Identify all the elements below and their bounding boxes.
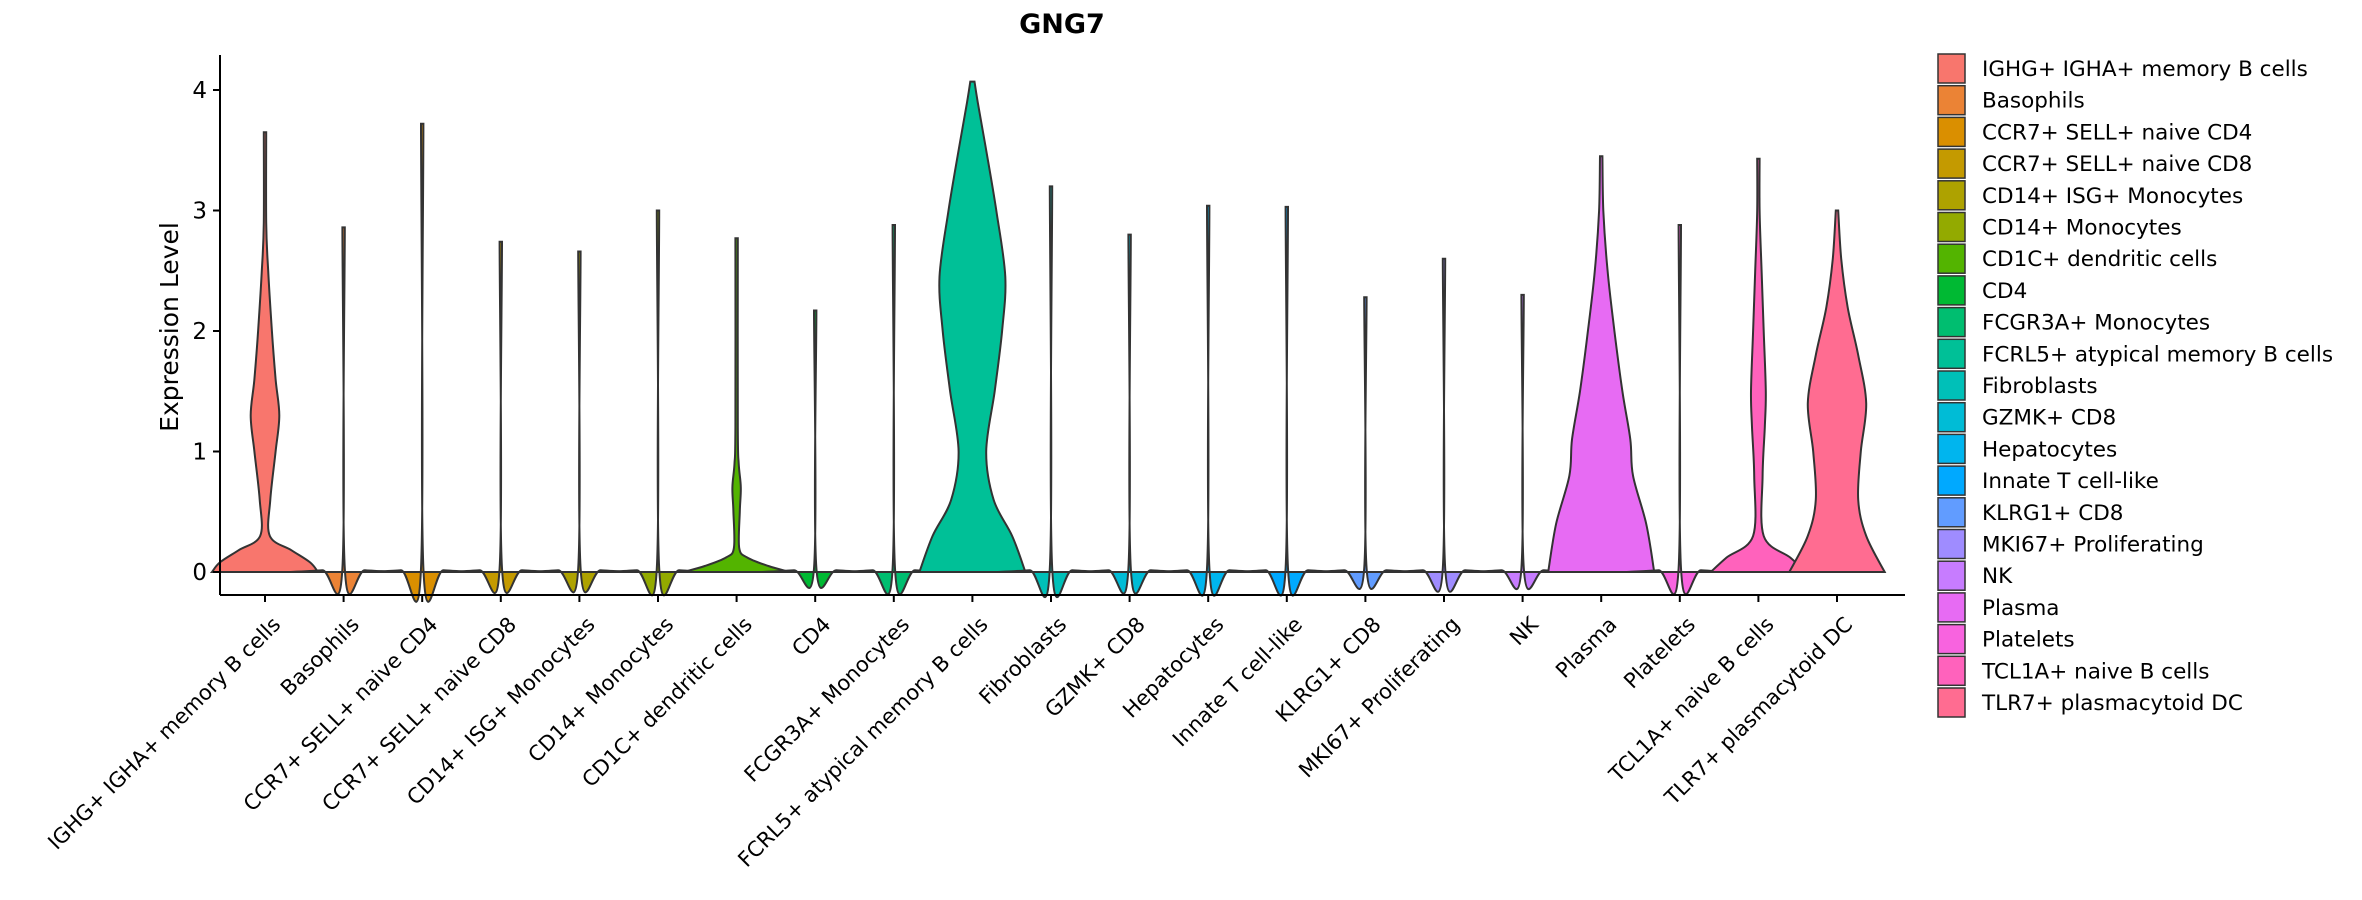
legend-key <box>1937 623 1966 655</box>
legend-label: CD4 <box>1982 279 2027 304</box>
y-tick-label: 4 <box>192 78 207 104</box>
y-tick-label: 1 <box>192 440 207 466</box>
legend-label: TLR7+ plasmacytoid DC <box>1981 691 2243 716</box>
violin-11 <box>1076 233 1183 595</box>
legend-key <box>1937 243 1966 274</box>
legend-label: NK <box>1982 564 2013 589</box>
violin-6 <box>683 237 790 573</box>
legend-key <box>1937 528 1966 560</box>
violin-14 <box>1312 296 1419 590</box>
legend-key <box>1937 116 1966 148</box>
violin-9 <box>917 80 1027 573</box>
legend-label: MKI67+ Proliferating <box>1982 533 2204 558</box>
violin-7 <box>762 309 869 589</box>
legend-label: Hepatocytes <box>1982 437 2117 462</box>
x-tick-label: IGHG+ IGHA+ memory B cells <box>43 612 285 854</box>
violin-12 <box>1155 204 1262 597</box>
violin-10 <box>997 185 1105 599</box>
legend-label: CD14+ ISG+ Monocytes <box>1982 184 2243 209</box>
violin-16 <box>1469 293 1576 591</box>
violin-18 <box>1626 224 1733 596</box>
legend-key <box>1937 338 1966 370</box>
legend-key <box>1937 401 1966 433</box>
y-tick-label: 0 <box>192 560 207 586</box>
legend-label: CCR7+ SELL+ naive CD4 <box>1982 120 2252 145</box>
violin-1 <box>290 226 397 596</box>
violin-5 <box>604 209 712 597</box>
legend-key <box>1937 53 1966 84</box>
legend-label: Platelets <box>1982 628 2075 653</box>
legend: IGHG+ IGHA+ memory B cells Basophils CCR7+… <box>1937 53 2333 718</box>
violin-0 <box>209 131 321 573</box>
legend-key <box>1937 275 1966 306</box>
x-tick-label: CD4 <box>787 612 835 660</box>
legend-key <box>1937 306 1966 338</box>
legend-label: CD14+ Monocytes <box>1982 216 2182 241</box>
legend-label: Basophils <box>1982 89 2085 114</box>
x-tick-label: MKI67+ Proliferating <box>1294 612 1464 782</box>
legend-label: CD1C+ dendritic cells <box>1982 247 2217 272</box>
legend-key <box>1937 148 1966 179</box>
y-tick-label: 2 <box>192 319 207 345</box>
violin-15 <box>1390 257 1498 593</box>
legend-label: Innate T cell-like <box>1982 469 2159 494</box>
violins <box>209 80 1887 603</box>
violin-8 <box>840 224 947 596</box>
legend-key <box>1937 687 1966 718</box>
legend-key <box>1937 465 1966 496</box>
x-tick-label: CD14+ Monocytes <box>523 612 678 767</box>
x-tick-label: Plasma <box>1551 612 1621 682</box>
legend-label: GZMK+ CD8 <box>1982 406 2116 431</box>
violin-3 <box>447 240 554 594</box>
legend-key <box>1937 370 1966 401</box>
legend-label: KLRG1+ CD8 <box>1982 501 2123 526</box>
legend-label: TCL1A+ naive B cells <box>1981 659 2209 684</box>
violin-17 <box>1547 155 1656 573</box>
legend-label: CCR7+ SELL+ naive CD8 <box>1982 152 2252 177</box>
legend-label: FCRL5+ atypical memory B cells <box>1982 342 2333 367</box>
chart-title: GNG7 <box>1019 9 1105 40</box>
legend-key <box>1937 560 1966 591</box>
y-tick-label: 3 <box>192 199 207 225</box>
x-tick-label: NK <box>1505 611 1544 650</box>
legend-key <box>1937 180 1966 211</box>
legend-key <box>1937 655 1966 687</box>
y-axis-label: Expression Level <box>155 222 184 432</box>
legend-key <box>1937 211 1966 243</box>
legend-label: Fibroblasts <box>1982 374 2098 399</box>
x-tick-label: Innate T cell-like <box>1168 612 1307 751</box>
violin-2 <box>369 122 476 603</box>
violin-19 <box>1708 157 1809 573</box>
legend-label: Plasma <box>1982 596 2059 621</box>
legend-key <box>1937 84 1966 116</box>
legend-label: FCGR3A+ Monocytes <box>1982 311 2210 336</box>
legend-key <box>1937 592 1966 623</box>
legend-key <box>1937 497 1966 528</box>
x-tick-label: Platelets <box>1619 612 1700 693</box>
legend-key <box>1937 433 1966 465</box>
violin-4 <box>526 250 633 594</box>
legend-label: IGHG+ IGHA+ memory B cells <box>1982 57 2308 82</box>
violin-20 <box>1787 209 1887 573</box>
violin-13 <box>1233 205 1340 597</box>
